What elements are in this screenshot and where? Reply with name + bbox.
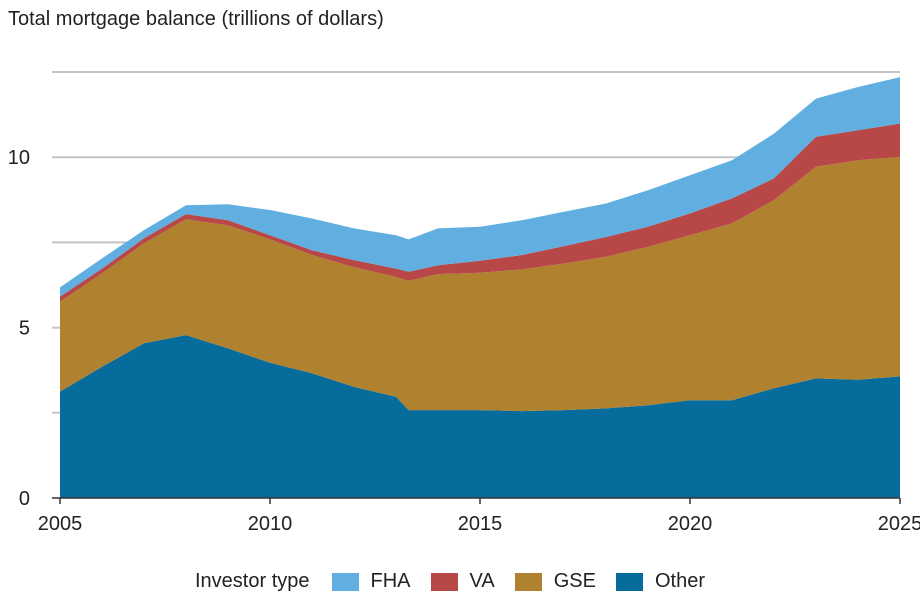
area-fha (60, 77, 900, 297)
legend-label-va: VA (469, 570, 495, 592)
x-tick-label: 2020 (668, 513, 713, 535)
legend-item-gse: GSE (514, 570, 596, 593)
legend-title: Investor type (195, 570, 310, 592)
legend-swatch-other (615, 572, 643, 591)
x-tick-label: 2015 (458, 513, 503, 535)
legend: Investor type FHA VA GSE Other (0, 570, 920, 593)
y-tick-label: 10 (8, 147, 30, 169)
legend-swatch-fha (331, 572, 359, 591)
legend-label-fha: FHA (370, 570, 411, 592)
x-tick-label: 2025 (878, 513, 920, 535)
legend-item-va: VA (430, 570, 495, 593)
chart-title: Total mortgage balance (trillions of dol… (8, 8, 384, 30)
x-tick-label: 2005 (38, 513, 83, 535)
legend-swatch-gse (514, 572, 542, 591)
legend-item-other: Other (615, 570, 705, 593)
y-tick-label: 5 (19, 318, 30, 340)
legend-swatch-va (430, 572, 458, 591)
legend-label-gse: GSE (553, 570, 596, 592)
area-va (60, 123, 900, 302)
legend-item-fha: FHA (331, 570, 411, 593)
legend-label-other: Other (654, 570, 705, 592)
axes: 2005 2010 2015 2020 2025 0 5 10 (8, 147, 920, 535)
area-series (60, 77, 900, 498)
area-gse (60, 156, 900, 412)
x-tick-label: 2010 (248, 513, 293, 535)
y-tick-label: 0 (19, 488, 30, 510)
area-other (60, 335, 900, 498)
